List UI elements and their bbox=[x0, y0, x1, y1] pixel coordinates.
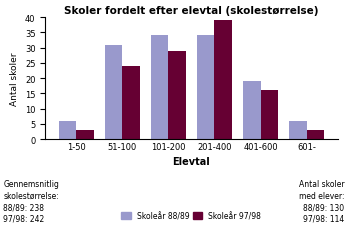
Y-axis label: Antal skoler: Antal skoler bbox=[10, 52, 19, 105]
Bar bbox=[197, 36, 214, 140]
Bar bbox=[243, 82, 261, 140]
Text: Gennemsnitlig
skolestørrelse:
88/89: 238
97/98: 242: Gennemsnitlig skolestørrelse: 88/89: 238… bbox=[3, 180, 60, 223]
Bar bbox=[289, 121, 307, 140]
Bar bbox=[307, 130, 324, 140]
Bar bbox=[261, 91, 278, 140]
Bar bbox=[122, 67, 140, 140]
Bar bbox=[214, 21, 232, 140]
X-axis label: Elevtal: Elevtal bbox=[173, 157, 210, 167]
Legend: Skoleår 88/89, Skoleår 97/98: Skoleår 88/89, Skoleår 97/98 bbox=[118, 208, 264, 223]
Text: Antal skoler
med elever:
88/89: 130
97/98: 114: Antal skoler med elever: 88/89: 130 97/9… bbox=[299, 180, 345, 223]
Bar bbox=[76, 130, 94, 140]
Bar bbox=[58, 121, 76, 140]
Title: Skoler fordelt efter elevtal (skolestørrelse): Skoler fordelt efter elevtal (skolestørr… bbox=[64, 6, 319, 16]
Bar bbox=[105, 45, 122, 140]
Bar bbox=[168, 51, 186, 140]
Bar bbox=[151, 36, 168, 140]
